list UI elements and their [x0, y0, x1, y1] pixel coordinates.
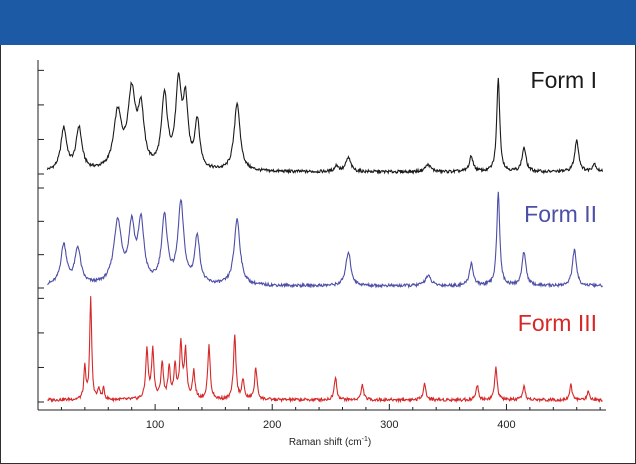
spectrum-line: [47, 191, 603, 289]
spectra: [46, 72, 604, 404]
header-bar: [0, 0, 636, 45]
x-tick-label: 200: [263, 419, 281, 431]
series-label: Form III: [518, 310, 597, 336]
x-tick-label: 300: [380, 419, 398, 431]
spectrum-line: [46, 72, 604, 175]
series-label: Form II: [524, 201, 597, 227]
spectrum-line: [47, 296, 603, 404]
x-tick-label: 400: [497, 419, 515, 431]
axes: 100 200 300 400: [37, 60, 606, 431]
labels: Form I Form II Form III: [518, 67, 597, 336]
x-axis-title: Raman shift (cm-1): [289, 436, 371, 448]
x-tick-label: 100: [146, 419, 164, 431]
series-label: Form I: [531, 67, 597, 93]
